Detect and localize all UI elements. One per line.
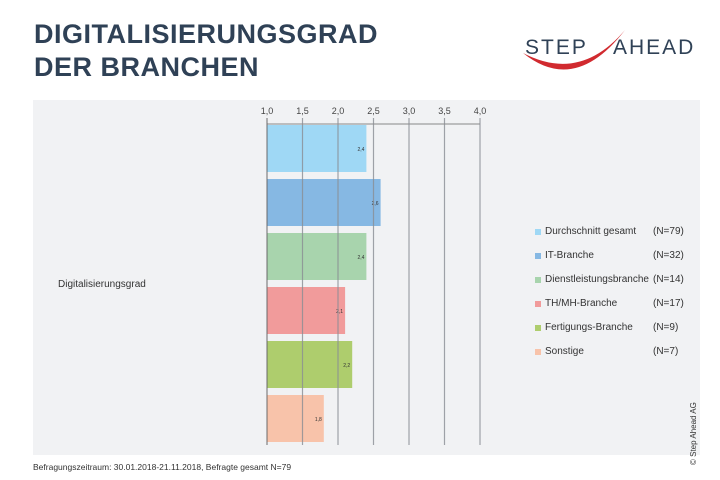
legend: Durchschnitt gesamt (N=79) IT-Branche (N=32…: [535, 226, 695, 370]
bar-value-label: 2,1: [336, 309, 343, 315]
svg-text:AHEAD: AHEAD: [613, 36, 695, 59]
title-line-2: DER BRANCHEN: [34, 52, 260, 82]
legend-item: Fertigungs-Branche (N=9): [535, 322, 695, 346]
legend-count: (N=14): [653, 274, 684, 285]
step-ahead-logo: STEP AHEAD: [515, 25, 695, 85]
x-tick-label: 1,5: [296, 106, 309, 116]
bar-3: [267, 287, 346, 334]
x-tick-label: 2,0: [332, 106, 345, 116]
bar-2: [267, 233, 367, 280]
legend-count: (N=79): [653, 226, 684, 237]
legend-swatch: [535, 349, 541, 355]
legend-swatch: [535, 325, 541, 331]
legend-item: TH/MH-Branche (N=17): [535, 298, 695, 322]
x-tick-label: 2,5: [367, 106, 380, 116]
legend-swatch: [535, 229, 541, 235]
page-title: DIGITALISIERUNGSGRAD DER BRANCHEN: [34, 18, 378, 84]
category-label: Digitalisierungsgrad: [58, 279, 146, 290]
x-tick-label: 4,0: [474, 106, 487, 116]
legend-count: (N=7): [653, 346, 679, 357]
legend-item: Dienstleistungsbranche (N=14): [535, 274, 695, 298]
legend-count: (N=9): [653, 322, 679, 333]
bar-value-label: 1,8: [315, 417, 322, 423]
bar-4: [267, 341, 353, 388]
x-tick-label: 1,0: [261, 106, 274, 116]
bar-value-label: 2,4: [357, 147, 364, 153]
legend-label: Sonstige: [545, 346, 584, 357]
x-tick-label: 3,0: [403, 106, 416, 116]
legend-item: IT-Branche (N=32): [535, 250, 695, 274]
title-line-1: DIGITALISIERUNGSGRAD: [34, 19, 379, 49]
legend-swatch: [535, 277, 541, 283]
legend-swatch: [535, 301, 541, 307]
legend-item: Sonstige (N=7): [535, 346, 695, 370]
chart-panel: [33, 100, 700, 455]
legend-item: Durchschnitt gesamt (N=79): [535, 226, 695, 250]
legend-label: Durchschnitt gesamt: [545, 226, 637, 237]
legend-label: IT-Branche: [545, 250, 594, 261]
bar-5: [267, 395, 324, 442]
bar-0: [267, 125, 367, 172]
copyright: © Step Ahead AG: [689, 402, 698, 465]
legend-count: (N=17): [653, 298, 684, 309]
bar-value-label: 2,6: [372, 201, 379, 207]
footnote: Befragungszeitraum: 30.01.2018-21.11.201…: [33, 462, 292, 472]
bar-1: [267, 179, 381, 226]
legend-swatch: [535, 253, 541, 259]
legend-label: Dienstleistungsbranche: [545, 274, 649, 285]
bar-value-label: 2,4: [357, 255, 364, 261]
svg-text:STEP: STEP: [525, 36, 588, 59]
legend-label: TH/MH-Branche: [545, 298, 618, 309]
legend-count: (N=32): [653, 250, 684, 261]
x-tick-label: 3,5: [438, 106, 451, 116]
legend-label: Fertigungs-Branche: [545, 322, 633, 333]
bar-value-label: 2,2: [343, 363, 350, 369]
